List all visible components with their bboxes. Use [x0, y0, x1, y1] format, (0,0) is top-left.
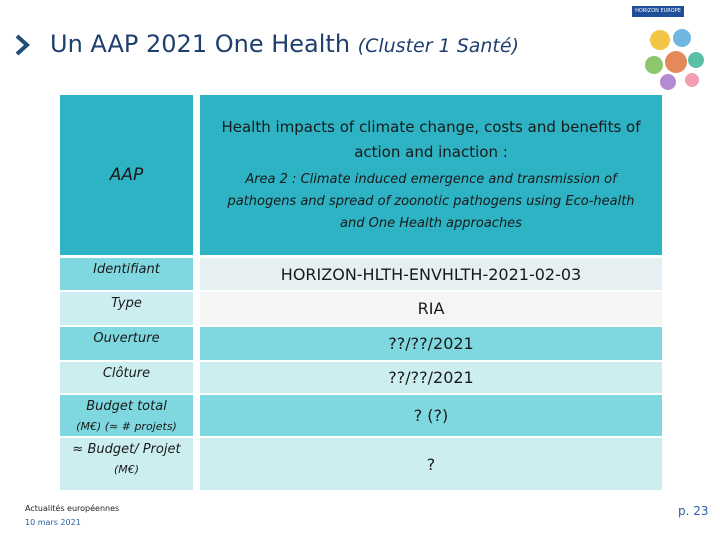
value-cell: ??/??/2021 — [200, 362, 662, 393]
row-value: ? (?) — [413, 406, 449, 425]
row-sublabel: (M€) (≈ # projets) — [76, 420, 177, 433]
row-value: ??/??/2021 — [388, 368, 474, 387]
row-label: Type — [111, 296, 142, 311]
label-cell: ≈ Budget/ Projet (M€) — [60, 438, 193, 490]
row-sublabel: (M€) — [113, 463, 140, 476]
row-value: ??/??/2021 — [388, 334, 474, 353]
row-label: Ouverture — [93, 331, 160, 346]
chevron — [15, 34, 30, 56]
value-cell: ??/??/2021 — [200, 327, 662, 360]
label-cell: Budget total (M€) (≈ # projets) — [60, 395, 193, 436]
row-value: ? — [426, 454, 436, 474]
row-label: Identifiant — [93, 262, 160, 277]
row-value: RIA — [417, 299, 445, 318]
subtitle: (Cluster 1 Santé) — [357, 35, 519, 57]
value-cell: ? — [200, 438, 662, 490]
row-label: Budget total — [86, 399, 167, 414]
call-detail: Area 2 : Climate induced emergence and t… — [227, 172, 635, 231]
row-label: AAP — [109, 165, 144, 185]
label-cell: Clôture — [60, 362, 193, 393]
page-number: p. 23 — [678, 504, 709, 518]
value-cell: RIA — [200, 292, 662, 325]
row-value: HORIZON-HLTH-ENVHLTH-2021-02-03 — [280, 264, 582, 284]
title-block: Un AAP 2021 One Health (Cluster 1 Santé) — [50, 30, 519, 58]
title: Un AAP 2021 One Health — [50, 30, 351, 58]
row-label: ≈ Budget/ Projet — [72, 442, 181, 457]
label-cell: Identifiant — [60, 258, 193, 290]
row-label: Clôture — [102, 366, 151, 381]
value-cell: ? (?) — [200, 395, 662, 436]
label-cell: Type — [60, 292, 193, 325]
footer-date: 10 mars 2021 — [25, 518, 81, 527]
footer-source: Actualités européennes — [25, 504, 120, 513]
call-heading: Health impacts of climate change, costs … — [221, 118, 641, 161]
label-cell: AAP — [60, 95, 193, 255]
value-cell: Health impacts of climate change, costs … — [200, 95, 662, 255]
logo-image — [645, 29, 704, 90]
logo-badge: HORIZON EUROPE — [632, 6, 684, 17]
label-cell: Ouverture — [60, 327, 193, 360]
value-cell: HORIZON-HLTH-ENVHLTH-2021-02-03 — [200, 258, 662, 290]
